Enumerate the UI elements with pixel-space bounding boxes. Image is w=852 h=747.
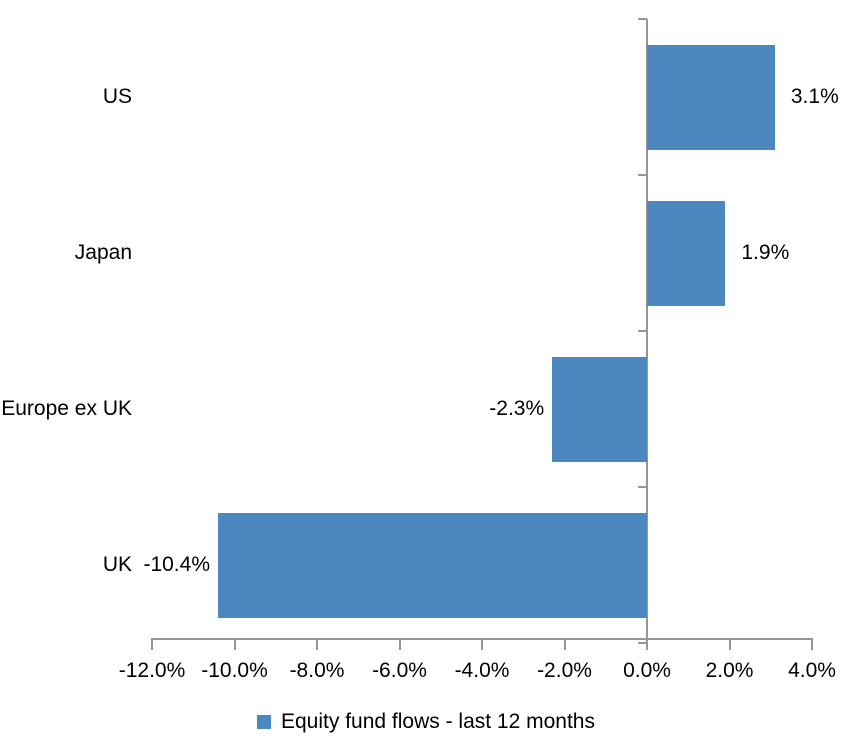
zero-axis-line bbox=[646, 19, 648, 650]
category-axis-tick bbox=[638, 642, 647, 644]
category-axis-tick bbox=[638, 18, 647, 20]
x-axis-tick bbox=[481, 638, 483, 650]
x-axis-tick bbox=[151, 638, 153, 650]
x-axis-tick bbox=[563, 638, 566, 650]
bar bbox=[218, 512, 647, 618]
category-axis-tick bbox=[638, 174, 647, 176]
x-tick-label: -10.0% bbox=[201, 659, 268, 682]
x-tick-label: 0.0% bbox=[623, 659, 671, 682]
value-label: -2.3% bbox=[489, 397, 545, 420]
legend: Equity fund flows - last 12 months bbox=[0, 705, 852, 739]
category-label: UK bbox=[102, 553, 132, 576]
category-axis-tick bbox=[638, 486, 647, 488]
x-axis-tick bbox=[728, 638, 731, 650]
x-tick-label: -8.0% bbox=[289, 659, 345, 682]
category-axis-tick bbox=[638, 330, 647, 332]
x-tick-label: -6.0% bbox=[372, 659, 427, 682]
x-tick-label: -2.0% bbox=[537, 659, 592, 682]
x-tick-label: 4.0% bbox=[788, 659, 836, 682]
bar bbox=[552, 356, 647, 462]
value-label: 1.9% bbox=[741, 241, 790, 264]
x-axis-tick bbox=[316, 638, 318, 650]
x-axis-tick bbox=[398, 638, 401, 650]
category-label: Europe ex UK bbox=[1, 397, 132, 420]
x-tick-label: 2.0% bbox=[705, 659, 754, 682]
category-label: Japan bbox=[74, 241, 132, 264]
x-tick-label: -4.0% bbox=[454, 659, 510, 682]
bar bbox=[647, 200, 726, 306]
legend-swatch-icon bbox=[257, 715, 271, 729]
x-tick-label: -12.0% bbox=[118, 659, 186, 682]
category-label: US bbox=[102, 85, 132, 108]
bar bbox=[647, 44, 775, 150]
value-label: 3.1% bbox=[790, 85, 839, 108]
legend-label: Equity fund flows - last 12 months bbox=[281, 710, 595, 733]
value-label: -10.4% bbox=[143, 553, 210, 576]
x-axis-tick bbox=[233, 638, 236, 650]
x-axis-tick bbox=[811, 638, 813, 650]
